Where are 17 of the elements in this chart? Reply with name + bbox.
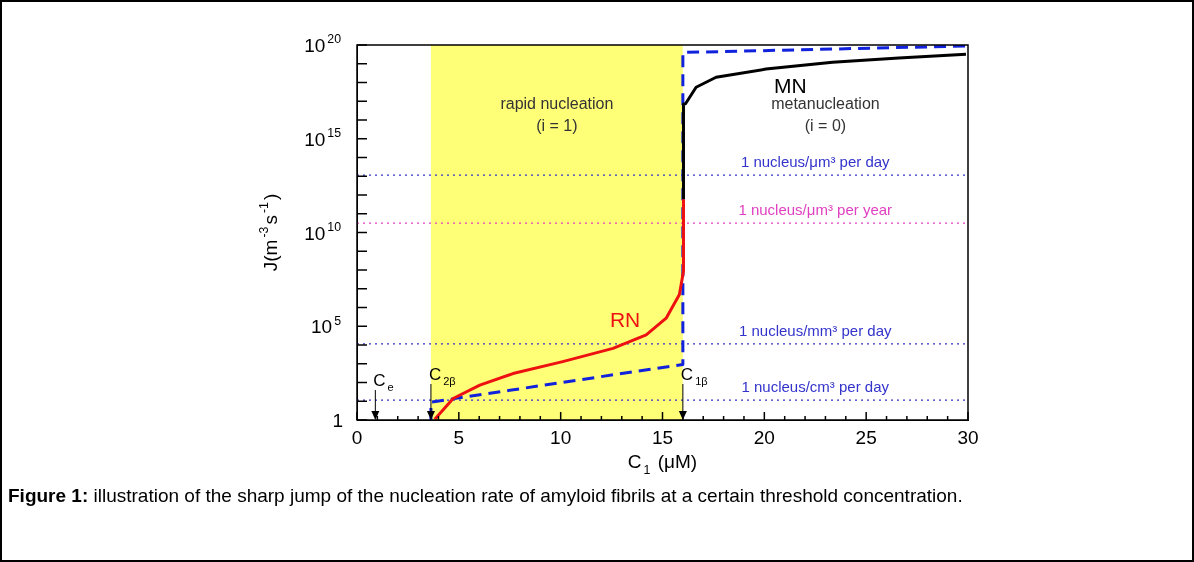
- band-label: rapid nucleation (i = 1): [500, 94, 614, 134]
- caption: Figure 1: illustration of the sharp jump of the nucleation rate of amyloid fibrils at a certain threshold concentration.: [8, 485, 963, 506]
- x-tick-label: 5: [453, 427, 465, 448]
- series-label: RN: [609, 307, 641, 331]
- x-tick-label: 0: [351, 427, 363, 448]
- x-tick-label: 30: [957, 427, 979, 448]
- x-tick-label: 25: [855, 427, 877, 448]
- x-tick-label: 10: [550, 427, 572, 448]
- x-tick-label: 20: [753, 427, 775, 448]
- y-tick-label: 1: [332, 410, 344, 431]
- y-axis-title: J(m-3s-1): [257, 193, 281, 272]
- line-series: [429, 45, 968, 420]
- x-tick-label: 15: [651, 427, 674, 448]
- ref-line-label: 1 nucleus/cm³ per day: [741, 378, 890, 396]
- ref-line-label: 1 nucleus/μm³ per day: [740, 153, 891, 171]
- ref-line-label: 1 nucleus/mm³ per day: [738, 321, 893, 339]
- ref-line-label: 1 nucleus/μm³ per year: [738, 201, 893, 219]
